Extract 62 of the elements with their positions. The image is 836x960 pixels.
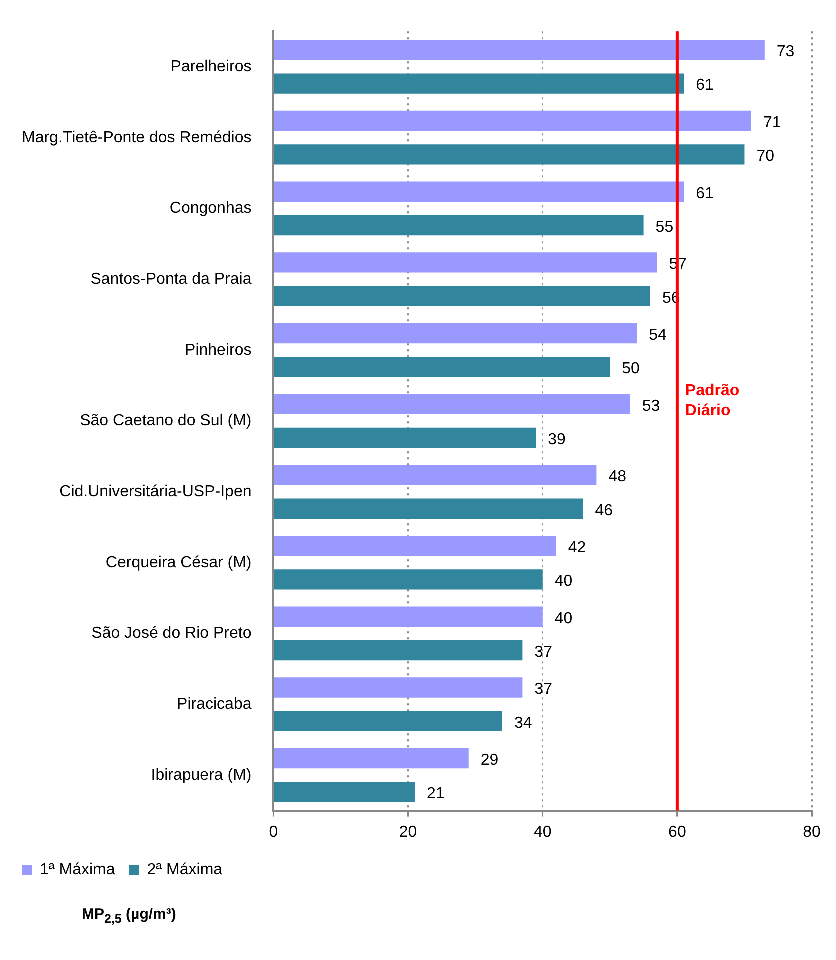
y-tick-label: São Caetano do Sul (M) bbox=[80, 412, 252, 430]
bar bbox=[274, 286, 651, 306]
bar bbox=[274, 606, 543, 627]
y-tick-label: Parelheiros bbox=[170, 58, 252, 76]
data-label: 37 bbox=[534, 681, 553, 698]
data-label: 39 bbox=[548, 431, 566, 448]
bar bbox=[274, 394, 630, 414]
y-tick-label: Piracicaba bbox=[177, 696, 252, 713]
data-label: 37 bbox=[534, 644, 553, 661]
y-tick-label: Congonhas bbox=[170, 200, 252, 218]
bar bbox=[274, 182, 684, 202]
y-tick-label: Cerqueira César (M) bbox=[106, 554, 252, 572]
y-tick-label: Marg.Tietê-Ponte dos Remédios bbox=[22, 129, 252, 146]
x-tick-label: 0 bbox=[269, 824, 278, 841]
data-label: 54 bbox=[649, 326, 667, 344]
bar bbox=[274, 678, 523, 698]
data-label: 48 bbox=[608, 468, 627, 486]
y-tick-label: Pinheiros bbox=[185, 342, 252, 359]
bar bbox=[274, 570, 543, 590]
data-label: 70 bbox=[756, 148, 775, 166]
x-tick-label: 60 bbox=[668, 824, 686, 841]
bar bbox=[274, 640, 523, 661]
data-label: 46 bbox=[595, 502, 614, 520]
bar bbox=[274, 498, 584, 519]
bar bbox=[274, 465, 597, 486]
legend-label: 2ª Máxima bbox=[147, 861, 223, 878]
bar bbox=[274, 357, 610, 378]
data-label: 61 bbox=[696, 185, 714, 202]
bar bbox=[274, 144, 745, 165]
x-tick-label: 40 bbox=[534, 824, 552, 841]
x-tick-label: 20 bbox=[399, 824, 418, 841]
ref-line-label: Padrão Diário bbox=[685, 382, 740, 420]
data-label: 53 bbox=[642, 398, 660, 415]
data-label: 42 bbox=[568, 539, 586, 556]
bar bbox=[274, 74, 684, 94]
y-tick-label: Ibirapuera (M) bbox=[151, 766, 252, 784]
bar bbox=[274, 748, 469, 769]
bar bbox=[274, 711, 502, 732]
text: MP$_{2,5}$ (µg/m³) bbox=[82, 906, 178, 926]
legend-label: 1ª Máxima bbox=[40, 861, 116, 878]
bar bbox=[274, 215, 644, 236]
data-label: 40 bbox=[554, 610, 573, 628]
x-tick-label: 80 bbox=[803, 824, 821, 841]
y-tick-label: Santos-Ponta da Praia bbox=[90, 270, 252, 288]
y-tick-label: São José do Rio Preto bbox=[92, 625, 252, 642]
bar bbox=[274, 252, 658, 273]
data-label: 71 bbox=[763, 114, 782, 132]
y-tick-label: Cid.Universitária-USP-Ipen bbox=[60, 483, 252, 500]
data-label: 55 bbox=[656, 218, 674, 236]
data-label: 73 bbox=[776, 44, 795, 61]
data-label: 40 bbox=[554, 573, 573, 590]
bar bbox=[274, 536, 556, 556]
data-label: 61 bbox=[696, 77, 714, 94]
bar bbox=[274, 40, 765, 60]
bar bbox=[274, 782, 416, 802]
data-label: 21 bbox=[427, 786, 445, 803]
data-label: 29 bbox=[480, 752, 499, 769]
bar bbox=[274, 110, 752, 132]
data-label: 34 bbox=[514, 714, 532, 732]
bar bbox=[274, 428, 536, 448]
data-label: 50 bbox=[622, 360, 640, 378]
bar bbox=[274, 323, 638, 344]
